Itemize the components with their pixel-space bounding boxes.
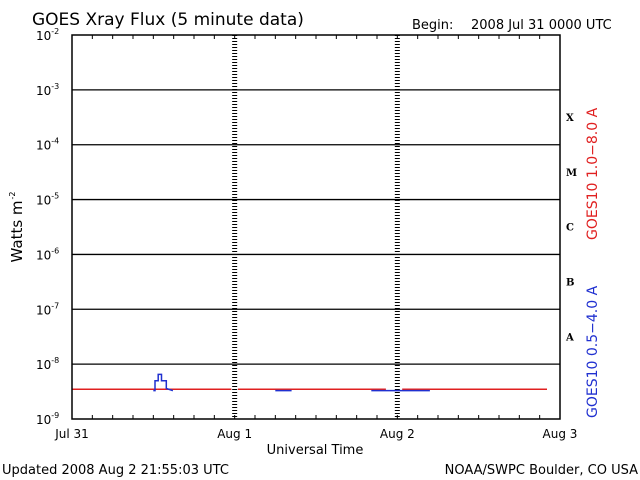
y-tick-label: 10-7: [36, 301, 59, 317]
x-tick-label: Aug 2: [380, 427, 415, 441]
y-tick-label: 10-4: [36, 137, 59, 153]
chart-title: GOES Xray Flux (5 minute data): [32, 10, 304, 30]
y-tick-labels: 10-2 10-3 10-4 10-5 10-6 10-7 10-8 10-9: [36, 27, 59, 427]
x-axis-label: Universal Time: [267, 443, 364, 458]
legend-long-channel: GOES10 1.0−8.0 A: [585, 107, 601, 240]
y-axis-label: Watts m-2: [8, 191, 26, 262]
plot-series: [72, 373, 547, 392]
flare-class-label: M: [566, 168, 577, 179]
credit-text: NOAA/SWPC Boulder, CO USA: [445, 463, 638, 478]
begin-value: 2008 Jul 31 0000 UTC: [471, 18, 612, 33]
grid: [72, 35, 560, 419]
x-tick-label: Jul 31: [54, 427, 89, 441]
y-tick-label: 10-3: [36, 82, 59, 98]
plot-frame: [71, 34, 561, 420]
flare-class-label: C: [566, 223, 574, 234]
flare-class-label: B: [566, 278, 574, 289]
y-tick-label: 10-5: [36, 192, 59, 208]
flare-class-label: A: [565, 332, 574, 343]
series-line-short-channel: [153, 373, 174, 392]
x-tick-label: Aug 1: [217, 427, 252, 441]
legend-short-channel: GOES10 0.5−4.0 A: [585, 285, 601, 418]
y-tick-label: 10-2: [36, 27, 59, 43]
begin-label: Begin:: [412, 18, 453, 33]
flare-class-labels: X M C B A: [565, 113, 577, 343]
flare-class-label: X: [566, 113, 574, 124]
y-tick-label: 10-6: [36, 246, 59, 262]
x-tick-labels: Jul 31 Aug 1 Aug 2 Aug 3: [54, 427, 577, 441]
y-tick-label: 10-8: [36, 356, 59, 372]
updated-timestamp: Updated 2008 Aug 2 21:55:03 UTC: [2, 463, 229, 478]
y-tick-label: 10-9: [36, 411, 59, 427]
x-tick-label: Aug 3: [543, 427, 578, 441]
